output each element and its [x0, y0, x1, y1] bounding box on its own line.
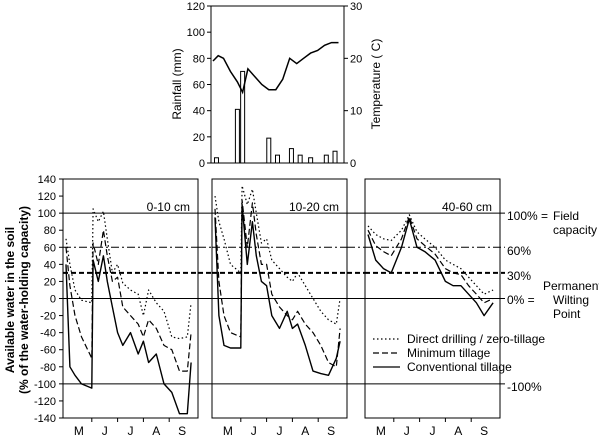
rainfall-bar-4	[275, 154, 280, 164]
ref-label-0: 0% =	[507, 293, 535, 307]
panel-0-10cm: M J J A S 0-10 cm	[62, 178, 212, 438]
rainfall-bar-2	[240, 70, 246, 164]
ref-label-100: 100% =	[507, 209, 548, 223]
ref-note-field: Field	[553, 209, 579, 223]
soil-y-label-line2: (% of the water-holding capacity)	[17, 206, 31, 394]
soil-y-label-line1: Available water in the soil	[3, 227, 17, 373]
series-line-0-2	[65, 255, 192, 415]
rainfall-bar-3	[266, 137, 272, 164]
ref-label-30: 30%	[507, 269, 531, 283]
month-label-1-3: A	[301, 424, 309, 438]
panel-10-20cm: M J J A S 10-20 cm	[211, 178, 365, 438]
soil-ytick-label-10: -60	[40, 345, 56, 357]
rainfall-tick-label-1: 20	[193, 132, 205, 144]
depth-label-1: 10-20 cm	[289, 200, 339, 214]
temperature-tick-label-0: 0	[350, 158, 356, 170]
rainfall-axis: 0 20 40 60 80 100 120	[187, 1, 211, 170]
legend-label-conventional-tillage: Conventional tillage	[407, 360, 512, 374]
series-line-0-1	[65, 229, 192, 372]
soil-ytick-label-7: 0	[50, 294, 56, 306]
month-label-1-2: J	[277, 424, 283, 438]
ref-note-wilting: Wilting	[553, 293, 589, 307]
soil-water-panels: 140 120 100 80 60 40 20 0 -20 -40 -60 -80 -100 -120 -1…	[3, 174, 599, 438]
soil-ytick-label-9: -40	[40, 328, 56, 340]
ref-note-point: Point	[553, 307, 581, 321]
soil-ytick-label-14: -140	[34, 413, 56, 425]
rainfall-tick-label-2: 40	[193, 106, 205, 118]
temperature-tick-label-2: 20	[350, 53, 362, 65]
soil-ytick-label-4: 60	[44, 242, 56, 254]
month-label-0-3: A	[152, 424, 160, 438]
month-label-2-0: M	[376, 424, 386, 438]
temperature-tick-label-1: 10	[350, 106, 362, 118]
soil-ytick-label-1: 120	[38, 191, 56, 203]
month-label-2-2: J	[430, 424, 436, 438]
rainfall-bar-7	[308, 157, 314, 164]
month-label-1-4: S	[327, 424, 335, 438]
ref-note-capacity: capacity	[553, 223, 597, 237]
temperature-line-group	[212, 41, 339, 95]
soil-ytick-label-3: 80	[44, 225, 56, 237]
soil-ytick-label-13: -120	[34, 396, 56, 408]
rainfall-bar-5	[288, 148, 294, 164]
month-label-0-2: J	[128, 424, 134, 438]
legend: Direct drilling / zero-tillage Minimum t…	[373, 332, 545, 374]
rainfall-bar-1	[234, 108, 240, 164]
month-label-2-4: S	[480, 424, 488, 438]
soil-ytick-label-0: 140	[38, 174, 56, 186]
month-label-0-0: M	[74, 424, 84, 438]
depth-label-2: 40-60 cm	[442, 200, 492, 214]
series-line-2-2	[367, 218, 494, 317]
temperature-tick-label-3: 30	[350, 1, 362, 13]
ref-label-minus100: -100%	[507, 380, 542, 394]
month-label-0-4: S	[178, 424, 186, 438]
panel-40-60cm: M J J A S 40-60 cm	[364, 178, 505, 438]
rainfall-bar-9	[332, 150, 338, 164]
soil-ytick-label-2: 100	[38, 208, 56, 220]
rainfall-axis-label: Rainfall (mm)	[170, 48, 184, 119]
ref-label-60: 60%	[507, 244, 531, 258]
soil-ytick-label-6: 20	[44, 276, 56, 288]
temperature-line	[212, 41, 339, 95]
month-label-1-0: M	[223, 424, 233, 438]
rainfall-tick-label-4: 80	[193, 53, 205, 65]
ref-note-permanent: Permanent	[543, 279, 599, 293]
soil-ytick-label-8: -20	[40, 311, 56, 323]
legend-label-minimum-tillage: Minimum tillage	[407, 346, 491, 360]
month-label-2-3: A	[454, 424, 462, 438]
soil-ytick-label-12: -100	[34, 379, 56, 391]
month-label-1-1: J	[251, 424, 257, 438]
rainfall-tick-label-3: 60	[193, 80, 205, 92]
depth-label-0: 0-10 cm	[147, 200, 190, 214]
soil-water-y-axis: 140 120 100 80 60 40 20 0 -20 -40 -60 -80 -100 -120 -1…	[34, 174, 63, 425]
series-line-1-2	[214, 203, 341, 376]
rainfall-tick-label-6: 120	[187, 1, 205, 13]
series-line-1-0	[214, 185, 341, 325]
rainfall-bar-0	[213, 157, 219, 164]
soil-ytick-label-11: -80	[40, 362, 56, 374]
month-label-2-1: J	[404, 424, 410, 438]
legend-label-direct-drilling: Direct drilling / zero-tillage	[407, 332, 545, 346]
weather-plot-frame	[210, 5, 345, 164]
rainfall-tick-label-0: 0	[199, 158, 205, 170]
month-label-0-1: J	[102, 424, 108, 438]
weather-panel: 0 20 40 60 80 100 120 0 10 20 30 Rainfall (mm) Te…	[170, 1, 383, 170]
rainfall-tick-label-5: 100	[187, 27, 205, 39]
series-line-0-0	[65, 208, 192, 340]
series-line-1-1	[214, 199, 341, 368]
rainfall-bar-6	[297, 154, 303, 164]
series-line-2-1	[367, 216, 494, 304]
temperature-axis: 0 10 20 30	[344, 1, 362, 170]
rainfall-bar-8	[323, 154, 329, 164]
series-line-2-0	[367, 214, 494, 295]
rainfall-bars	[213, 70, 338, 164]
soil-ytick-label-5: 40	[44, 259, 56, 271]
temperature-axis-label: Temperature ( C)	[369, 39, 383, 130]
reference-line-labels: 100% = Field capacity 60% 30% Permanent …	[507, 209, 599, 394]
